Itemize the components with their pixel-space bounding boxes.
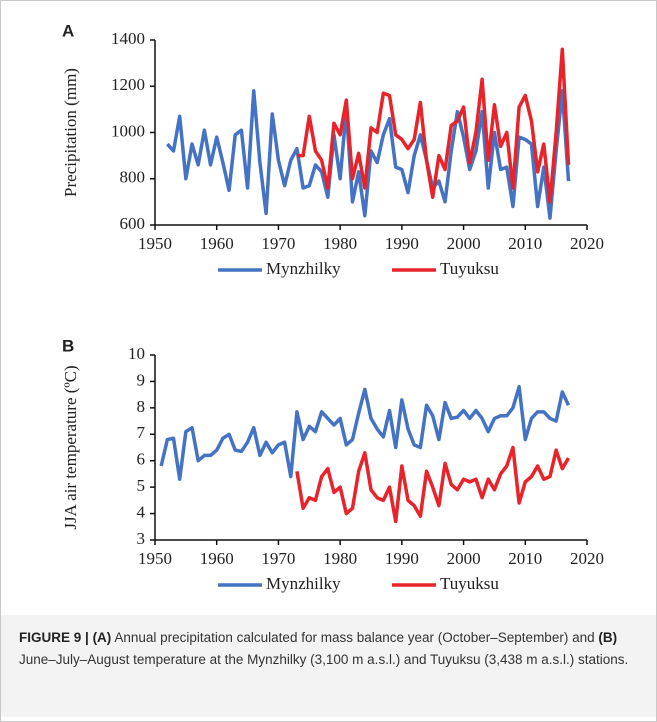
y-axis-label: JJA air temperature (ºC) [61,365,80,529]
series-line [296,47,571,204]
y-tick-label: 5 [137,476,146,495]
x-tick-label: 1990 [385,234,419,253]
x-tick-label: 2010 [508,549,542,568]
y-tick-label: 7 [137,423,146,442]
x-tick-label: 2000 [447,549,481,568]
series-line [166,89,571,220]
y-tick-label: 10 [128,344,145,363]
y-tick-label: 9 [137,370,146,389]
legend-label: Tuyuksu [440,574,499,593]
series-line [159,384,571,481]
x-tick-label: 1980 [323,234,357,253]
legend-label: Mynzhilky [266,574,341,593]
panel-label: A [62,21,74,40]
y-tick-label: 600 [120,214,146,233]
x-tick-label: 1960 [200,549,234,568]
x-tick-label: 2020 [570,549,604,568]
caption-b: (B) [598,630,618,645]
y-tick-label: 800 [120,168,146,187]
y-tick-label: 3 [137,529,146,548]
y-tick-label: 8 [137,397,146,416]
x-tick-label: 1960 [200,234,234,253]
x-tick-label: 1970 [261,234,295,253]
x-tick-label: 1950 [138,549,172,568]
legend-label: Mynzhilky [266,259,341,278]
y-tick-label: 6 [137,450,146,469]
y-tick-label: 4 [137,502,146,521]
caption-figure: FIGURE 9 | [19,630,89,645]
y-tick-label: 1400 [111,29,145,48]
legend-label: Tuyuksu [440,259,499,278]
y-tick-label: 1200 [111,75,145,94]
caption-text: Annual precipitation calculated for mass… [114,630,595,645]
x-tick-label: 1970 [261,549,295,568]
caption-a: (A) [92,630,112,645]
series-line [295,445,571,524]
caption: FIGURE 9 | (A) Annual precipitation calc… [1,615,656,717]
chart: A Precipitation (mm) 600 800 1000 1200 1400 195… [61,21,604,593]
caption-text: June–July–August temperature at the Mynz… [19,652,629,667]
y-axis-label: Precipitation (mm) [61,68,80,197]
x-tick-label: 2000 [447,234,481,253]
x-tick-label: 1980 [323,549,357,568]
x-tick-label: 2020 [570,234,604,253]
x-tick-label: 1950 [138,234,172,253]
y-tick-label: 1000 [111,121,145,140]
x-tick-label: 1990 [385,549,419,568]
x-tick-label: 2010 [508,234,542,253]
panel-label: B [62,336,74,355]
